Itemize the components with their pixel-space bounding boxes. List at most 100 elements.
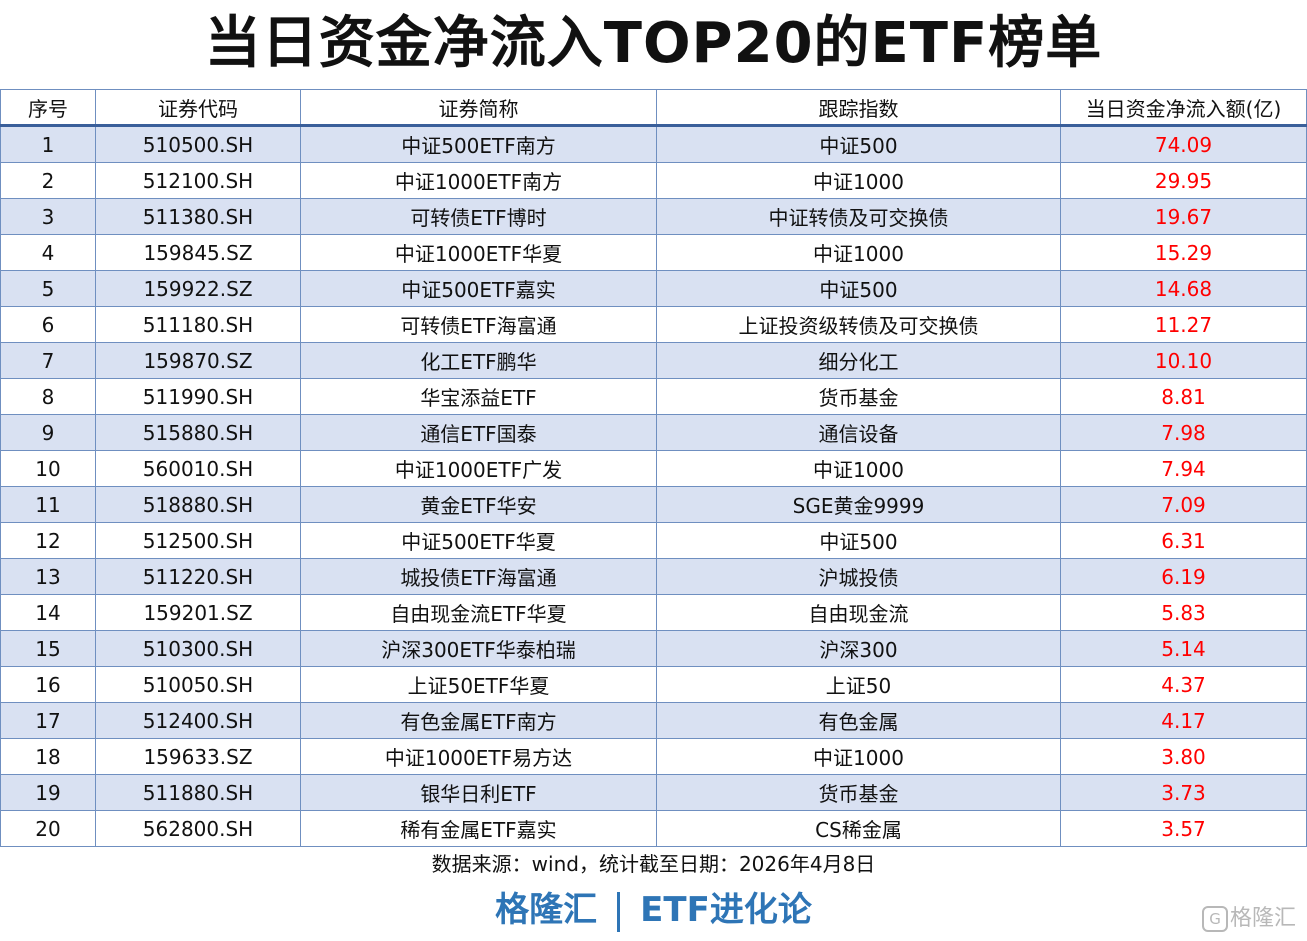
cell-net-inflow: 74.09	[1060, 125, 1307, 163]
cell-net-inflow: 7.98	[1060, 414, 1307, 451]
cell-rank: 18	[0, 738, 96, 775]
cell-index: 中证1000	[656, 738, 1061, 775]
cell-code: 512400.SH	[95, 702, 301, 739]
table-row: 6 511180.SH 可转债ETF海富通 上证投资级转债及可交换债 11.27	[0, 306, 1307, 343]
cell-index: 货币基金	[656, 378, 1061, 415]
cell-name: 中证1000ETF华夏	[300, 234, 657, 271]
table-row: 13 511220.SH 城投债ETF海富通 沪城投债 6.19	[0, 558, 1307, 595]
cell-index: 中证500	[656, 522, 1061, 559]
table-row: 9 515880.SH 通信ETF国泰 通信设备 7.98	[0, 414, 1307, 451]
cell-rank: 3	[0, 198, 96, 235]
cell-name: 中证500ETF嘉实	[300, 270, 657, 307]
cell-rank: 7	[0, 342, 96, 379]
table-row: 7 159870.SZ 化工ETF鹏华 细分化工 10.10	[0, 342, 1307, 379]
cell-code: 510300.SH	[95, 630, 301, 667]
cell-code: 560010.SH	[95, 450, 301, 487]
data-source-note: 数据来源：wind，统计截至日期：2026年4月8日	[431, 852, 876, 876]
cell-name: 中证1000ETF易方达	[300, 738, 657, 775]
cell-net-inflow: 11.27	[1060, 306, 1307, 343]
watermark: G 格隆汇	[1202, 903, 1296, 935]
cell-code: 511380.SH	[95, 198, 301, 235]
cell-index: 中证500	[656, 125, 1061, 163]
table-row: 17 512400.SH 有色金属ETF南方 有色金属 4.17	[0, 702, 1307, 739]
cell-index: 沪深300	[656, 630, 1061, 667]
cell-index: 上证投资级转债及可交换债	[656, 306, 1061, 343]
cell-rank: 10	[0, 450, 96, 487]
table-row: 4 159845.SZ 中证1000ETF华夏 中证1000 15.29	[0, 234, 1307, 271]
cell-net-inflow: 10.10	[1060, 342, 1307, 379]
cell-code: 159870.SZ	[95, 342, 301, 379]
cell-code: 562800.SH	[95, 810, 301, 847]
cell-index: 中证1000	[656, 450, 1061, 487]
table-body: 1 510500.SH 中证500ETF南方 中证500 74.09 2 512100.SH…	[0, 125, 1307, 847]
cell-index: 中证转债及可交换债	[656, 198, 1061, 235]
cell-rank: 20	[0, 810, 96, 847]
watermark-text: 格隆汇	[1230, 906, 1297, 931]
cell-name: 稀有金属ETF嘉实	[300, 810, 657, 847]
cell-code: 510050.SH	[95, 666, 301, 703]
table-row: 15 510300.SH 沪深300ETF华泰柏瑞 沪深300 5.14	[0, 630, 1307, 667]
cell-index: 通信设备	[656, 414, 1061, 451]
cell-rank: 15	[0, 630, 96, 667]
cell-index: CS稀金属	[656, 810, 1061, 847]
cell-name: 中证1000ETF广发	[300, 450, 657, 487]
cell-index: 中证1000	[656, 234, 1061, 271]
page-title: 当日资金净流入TOP20的ETF榜单	[204, 11, 1103, 76]
table-row: 14 159201.SZ 自由现金流ETF华夏 自由现金流 5.83	[0, 594, 1307, 631]
brand-divider	[617, 891, 621, 932]
cell-name: 中证500ETF华夏	[300, 522, 657, 559]
table-row: 5 159922.SZ 中证500ETF嘉实 中证500 14.68	[0, 270, 1307, 307]
cell-net-inflow: 7.09	[1060, 486, 1307, 523]
cell-index: 细分化工	[656, 342, 1061, 379]
cell-name: 沪深300ETF华泰柏瑞	[300, 630, 657, 667]
col-header-index: 跟踪指数	[656, 89, 1061, 126]
cell-net-inflow: 29.95	[1060, 162, 1307, 199]
cell-code: 515880.SH	[95, 414, 301, 451]
cell-index: 有色金属	[656, 702, 1061, 739]
cell-name: 华宝添益ETF	[300, 378, 657, 415]
table-row: 2 512100.SH 中证1000ETF南方 中证1000 29.95	[0, 162, 1307, 199]
cell-code: 511220.SH	[95, 558, 301, 595]
brand-column-name: ETF进化论	[640, 890, 812, 930]
table-row: 16 510050.SH 上证50ETF华夏 上证50 4.37	[0, 666, 1307, 703]
cell-name: 有色金属ETF南方	[300, 702, 657, 739]
cell-net-inflow: 19.67	[1060, 198, 1307, 235]
cell-net-inflow: 6.31	[1060, 522, 1307, 559]
cell-code: 511990.SH	[95, 378, 301, 415]
cell-net-inflow: 3.80	[1060, 738, 1307, 775]
cell-code: 159922.SZ	[95, 270, 301, 307]
cell-code: 512100.SH	[95, 162, 301, 199]
cell-code: 512500.SH	[95, 522, 301, 559]
cell-name: 通信ETF国泰	[300, 414, 657, 451]
cell-net-inflow: 14.68	[1060, 270, 1307, 307]
cell-net-inflow: 5.83	[1060, 594, 1307, 631]
cell-name: 黄金ETF华安	[300, 486, 657, 523]
cell-code: 518880.SH	[95, 486, 301, 523]
gelonghui-logo-icon: G	[1202, 906, 1228, 932]
cell-code: 159845.SZ	[95, 234, 301, 271]
cell-rank: 4	[0, 234, 96, 271]
cell-rank: 9	[0, 414, 96, 451]
cell-net-inflow: 6.19	[1060, 558, 1307, 595]
cell-name: 可转债ETF博时	[300, 198, 657, 235]
cell-rank: 13	[0, 558, 96, 595]
cell-rank: 17	[0, 702, 96, 739]
cell-rank: 12	[0, 522, 96, 559]
table-row: 11 518880.SH 黄金ETF华安 SGE黄金9999 7.09	[0, 486, 1307, 523]
table-row: 1 510500.SH 中证500ETF南方 中证500 74.09	[0, 125, 1307, 163]
cell-code: 159633.SZ	[95, 738, 301, 775]
table-row: 3 511380.SH 可转债ETF博时 中证转债及可交换债 19.67	[0, 198, 1307, 235]
cell-index: 货币基金	[656, 774, 1061, 811]
etf-ranking-table: 序号 证券代码 证券简称 跟踪指数 当日资金净流入额(亿) 1 510500.SH…	[0, 89, 1307, 847]
cell-net-inflow: 8.81	[1060, 378, 1307, 415]
cell-name: 中证500ETF南方	[300, 125, 657, 163]
cell-rank: 2	[0, 162, 96, 199]
cell-index: SGE黄金9999	[656, 486, 1061, 523]
cell-rank: 5	[0, 270, 96, 307]
brand-name: 格隆汇	[495, 890, 598, 930]
col-header-name: 证券简称	[300, 89, 657, 126]
table-row: 8 511990.SH 华宝添益ETF 货币基金 8.81	[0, 378, 1307, 415]
cell-rank: 8	[0, 378, 96, 415]
cell-net-inflow: 4.17	[1060, 702, 1307, 739]
col-header-rank: 序号	[0, 89, 96, 126]
